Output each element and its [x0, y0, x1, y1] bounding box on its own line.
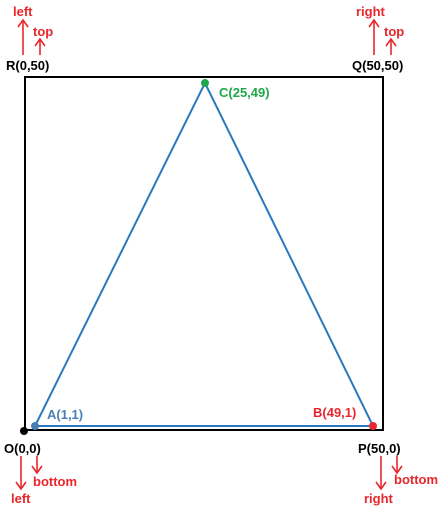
label-c: C(25,49)	[219, 85, 270, 100]
label-q: Q(50,50)	[352, 58, 403, 73]
label-top-left-b: top	[33, 24, 53, 39]
label-top-right-a: right	[356, 4, 386, 19]
label-bottom-left-b: bottom	[33, 474, 77, 489]
square-border	[25, 77, 383, 430]
label-bottom-right-b: bottom	[394, 472, 438, 487]
label-top-left-a: left	[13, 4, 33, 19]
label-a: A(1,1)	[47, 407, 83, 422]
point-a	[31, 422, 39, 430]
triangle-outline	[35, 83, 373, 426]
point-b	[369, 422, 377, 430]
label-b: B(49,1)	[313, 405, 356, 420]
point-c	[201, 79, 209, 87]
label-bottom-left-a: left	[11, 491, 31, 506]
label-top-right-b: top	[384, 24, 404, 39]
label-o: O(0,0)	[4, 441, 41, 456]
point-o	[20, 427, 28, 435]
label-r: R(0,50)	[6, 58, 49, 73]
label-bottom-right-a: right	[364, 491, 394, 506]
label-p: P(50,0)	[358, 441, 401, 456]
